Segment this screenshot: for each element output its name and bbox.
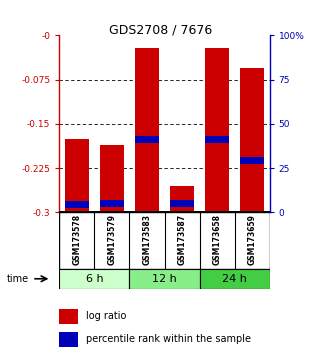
- Bar: [240, 68, 265, 212]
- Bar: [135, 136, 159, 143]
- Bar: [59, 332, 78, 347]
- Bar: [59, 309, 78, 324]
- Text: GSM173587: GSM173587: [178, 214, 187, 266]
- Bar: [205, 136, 229, 143]
- Text: 6 h: 6 h: [86, 274, 103, 284]
- Text: GSM173658: GSM173658: [213, 214, 221, 266]
- Bar: [65, 139, 89, 212]
- Text: percentile rank within the sample: percentile rank within the sample: [86, 335, 251, 344]
- Bar: [170, 200, 194, 207]
- Text: 24 h: 24 h: [222, 274, 247, 284]
- Bar: [135, 48, 159, 212]
- Text: GSM173659: GSM173659: [247, 215, 256, 265]
- Bar: [100, 200, 124, 207]
- Text: time: time: [6, 274, 29, 284]
- Text: GDS2708 / 7676: GDS2708 / 7676: [109, 23, 212, 36]
- Bar: [170, 186, 194, 212]
- Bar: [200, 269, 270, 289]
- Text: log ratio: log ratio: [86, 312, 126, 321]
- Text: GSM173578: GSM173578: [73, 214, 82, 266]
- Bar: [129, 269, 200, 289]
- Bar: [65, 201, 89, 208]
- Text: GSM173579: GSM173579: [108, 214, 117, 266]
- Bar: [240, 157, 265, 164]
- Bar: [59, 269, 129, 289]
- Bar: [100, 144, 124, 212]
- Bar: [205, 48, 229, 212]
- Text: 12 h: 12 h: [152, 274, 177, 284]
- Text: GSM173583: GSM173583: [143, 214, 152, 266]
